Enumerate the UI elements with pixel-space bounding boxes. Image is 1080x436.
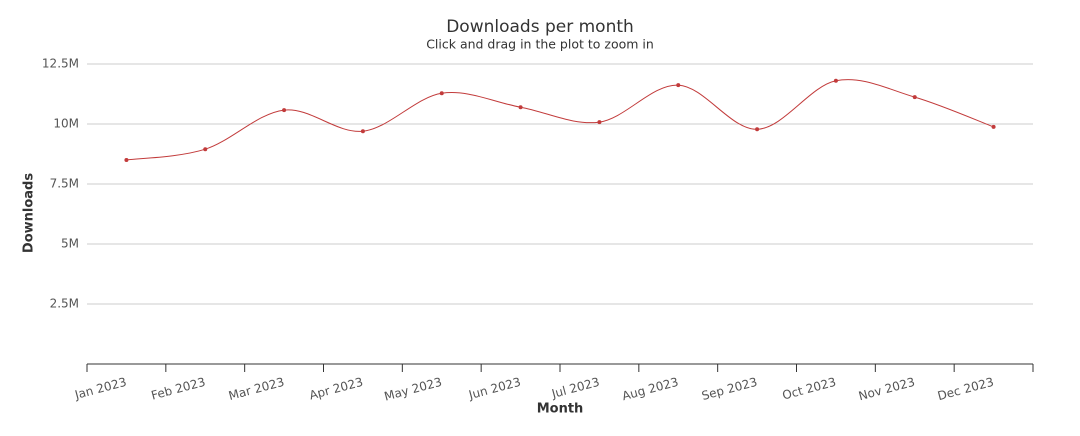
x-tick-label: Jun 2023: [466, 375, 522, 403]
y-tick-label: 5M: [61, 237, 79, 251]
x-tick-label: Nov 2023: [857, 375, 916, 403]
data-point: [676, 83, 681, 88]
data-point: [518, 105, 523, 110]
x-tick-label: May 2023: [383, 375, 444, 404]
x-tick-label: Dec 2023: [936, 375, 995, 403]
chart-title: Downloads per month: [446, 17, 634, 37]
data-point: [755, 127, 760, 132]
chart-subtitle: Click and drag in the plot to zoom in: [426, 37, 654, 52]
x-tick-label: Oct 2023: [781, 375, 838, 403]
x-tick-label: Aug 2023: [620, 375, 679, 403]
data-point: [203, 147, 208, 152]
x-tick-label: Apr 2023: [308, 375, 365, 403]
y-tick-label: 10M: [53, 117, 79, 131]
y-tick-label: 7.5M: [50, 177, 79, 191]
data-point: [124, 158, 129, 162]
y-axis-title: Downloads: [22, 173, 37, 253]
x-tick-label: Sep 2023: [700, 375, 759, 403]
data-point: [833, 78, 838, 83]
data-point: [282, 108, 287, 113]
data-point: [912, 95, 917, 100]
data-point: [439, 91, 444, 96]
x-axis-title: Month: [537, 402, 584, 417]
data-point: [360, 129, 365, 134]
x-tick-label: Feb 2023: [150, 375, 207, 403]
x-tick-label: Jan 2023: [72, 375, 128, 402]
data-point: [597, 120, 602, 125]
y-tick-label: 2.5M: [50, 297, 79, 311]
data-point: [991, 124, 996, 129]
series-line: [126, 79, 994, 161]
x-tick-label: Mar 2023: [227, 375, 286, 403]
x-tick-label: Jul 2023: [549, 375, 601, 401]
y-tick-label: 12.5M: [42, 57, 79, 71]
